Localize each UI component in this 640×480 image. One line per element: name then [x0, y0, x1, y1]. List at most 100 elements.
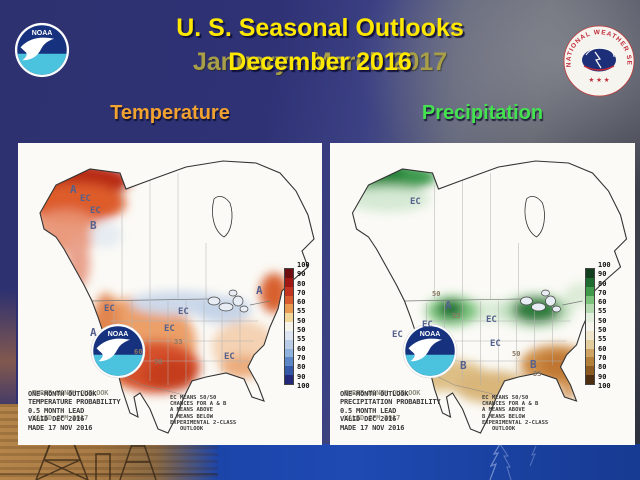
colorbar-tick-label: 100	[297, 381, 310, 390]
colorbar-tick-label: 50	[598, 316, 607, 325]
nws-stars: ★ ★ ★	[588, 76, 609, 84]
region-label: B	[460, 359, 467, 372]
region-label: EC	[422, 320, 433, 330]
precipitation-map-caption: THREE-MONTH OUTLOOK ONE-MONTH OUTLOOK PR…	[340, 389, 441, 432]
colorbar-tick-label: 70	[598, 353, 607, 362]
colorbar-segment	[285, 366, 293, 376]
colorbar-tick-label: 50	[297, 316, 306, 325]
colorbar-tick-label: 70	[297, 288, 306, 297]
colorbar-tick-label: 70	[297, 353, 306, 362]
colorbar-tick-label: 60	[297, 298, 306, 307]
region-label: A	[445, 299, 452, 312]
colorbar-tick-label: 90	[598, 372, 607, 381]
contour-label: 50	[154, 358, 163, 366]
noaa-logo: NOAA	[14, 22, 70, 78]
caption-text: PRECIPITATION PROBABILITY	[340, 398, 441, 407]
colorbar-segment	[586, 286, 594, 296]
colorbar-segment	[586, 375, 594, 384]
colorbar-tick-label: 60	[297, 344, 306, 353]
temperature-colorbar-labels: 100 90 80 70 60 55 50 50 55 60 70 80 90 100	[297, 262, 310, 390]
caption-ghost: THREE-MONTH OUTLOOK	[32, 389, 109, 397]
region-label: EC	[104, 304, 115, 314]
colorbar-segment	[285, 322, 293, 331]
colorbar-tick-label: 90	[297, 270, 306, 279]
left-edge-glow	[0, 290, 16, 420]
colorbar-tick-label: 80	[297, 363, 306, 372]
precipitation-map-art	[351, 160, 628, 434]
colorbar-segment	[586, 277, 594, 287]
colorbar-segment	[285, 339, 293, 349]
colorbar-tick-label: 80	[598, 363, 607, 372]
colorbar-segment	[285, 348, 293, 358]
precipitation-colorbar	[585, 268, 595, 385]
temperature-map-legend: EC MEANS 50/50 CHANCES FOR A & B A MEANS…	[170, 395, 237, 433]
precipitation-colorbar-labels: 100 90 80 70 60 55 50 50 55 60 70 80 90 100	[598, 262, 611, 390]
region-label: EC	[80, 194, 91, 204]
colorbar-segment	[285, 313, 293, 323]
colorbar-tick-label: 90	[598, 270, 607, 279]
caption-text: MADE 17 NOV 2016	[340, 423, 405, 432]
noaa-logo-inmap: NOAA	[402, 323, 458, 379]
caption-text: 0.5 MONTH LEAD	[28, 406, 85, 415]
subtitle-ghost-text: January - March 2017	[192, 48, 448, 76]
caption-text: VALID DEC 2016	[340, 415, 397, 424]
contour-label: 60	[134, 348, 143, 356]
colorbar-segment	[586, 322, 594, 331]
colorbar-segment	[586, 304, 594, 314]
colorbar-tick-label: 100	[297, 261, 310, 269]
colorbar-segment	[586, 366, 594, 376]
region-label: B	[530, 358, 537, 371]
colorbar-segment	[285, 357, 293, 367]
colorbar-segment	[285, 269, 293, 278]
region-label: EC	[90, 206, 101, 216]
colorbar-segment	[586, 339, 594, 349]
precipitation-map-legend: EC MEANS 50/50 CHANCES FOR A & B A MEANS…	[482, 395, 549, 433]
colorbar-segment	[586, 330, 594, 340]
caption-text: TEMPERATURE PROBABILITY	[28, 398, 121, 407]
colorbar-tick-label: 55	[598, 335, 607, 344]
region-label: EC	[490, 339, 501, 349]
subtitle-text: December 2016	[228, 48, 412, 76]
noaa-logo-inmap: NOAA	[90, 323, 146, 379]
colorbar-tick-label: 90	[297, 372, 306, 381]
caption-text: VALID DEC 2016	[28, 415, 85, 424]
lightning-streaks	[489, 444, 537, 480]
region-label: EC	[178, 307, 189, 317]
caption-ghost: THREE-MONTH OUTLOOK	[344, 389, 421, 397]
colorbar-segment	[586, 348, 594, 358]
colorbar-tick-label: 55	[297, 335, 306, 344]
svg-text:NOAA: NOAA	[420, 331, 441, 338]
colorbar-tick-label: 60	[598, 344, 607, 353]
colorbar-segment	[586, 269, 594, 278]
caption-ghost: VALID JFM 2017	[344, 414, 401, 423]
region-label: A	[90, 326, 97, 339]
contour-label: 33	[452, 312, 461, 320]
colorbar-tick-label: 55	[598, 307, 607, 316]
region-label: A	[256, 284, 263, 297]
region-label: EC	[486, 315, 497, 325]
colorbar-segment	[285, 277, 293, 287]
colorbar-segment	[285, 330, 293, 340]
colorbar-tick-label: 50	[598, 326, 607, 335]
region-label: EC	[224, 352, 235, 362]
region-label: EC	[410, 197, 421, 207]
colorbar-tick-label: 70	[598, 288, 607, 297]
slide-title: U. S. Seasonal Outlooks	[176, 14, 464, 42]
temperature-map-caption: THREE-MONTH OUTLOOK ONE-MONTH OUTLOOK TE…	[28, 389, 121, 432]
caption-text: ONE-MONTH OUTLOOK	[28, 390, 97, 398]
temperature-colorbar	[284, 268, 294, 385]
nws-logo: NATIONAL WEATHER SERVICE ★ ★ ★	[562, 24, 635, 97]
contour-label: 33	[533, 370, 542, 378]
contour-label: 50	[432, 290, 441, 298]
colorbar-segment	[285, 295, 293, 305]
contour-label: 33	[174, 338, 183, 346]
svg-text:NOAA: NOAA	[108, 331, 129, 338]
colorbar-tick-label: 55	[297, 307, 306, 316]
region-label: EC	[392, 330, 403, 340]
colorbar-tick-label: 80	[598, 279, 607, 288]
precipitation-outlook-map: EC A EC EC EC EC B B 50 33 50 33 100 90 80…	[330, 143, 635, 445]
region-label: B	[90, 219, 97, 232]
colorbar-tick-label: 100	[598, 381, 611, 390]
region-label: A	[70, 183, 77, 196]
